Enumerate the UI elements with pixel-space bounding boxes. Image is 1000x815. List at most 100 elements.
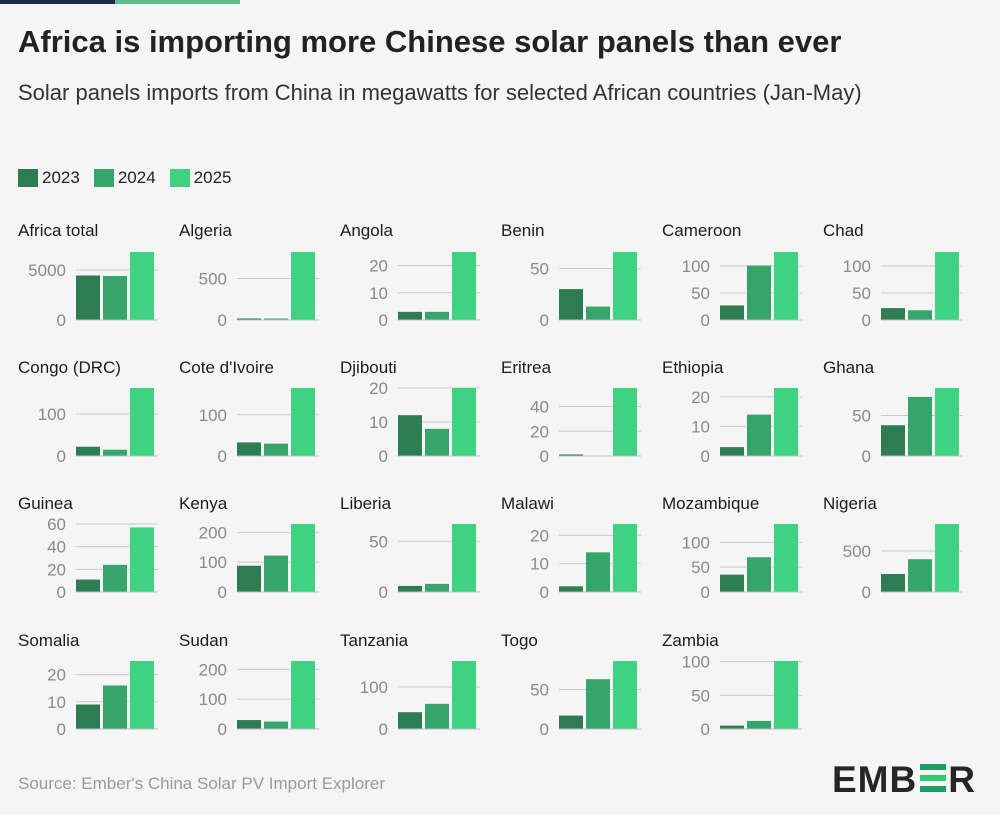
bar-togo-2025 <box>613 661 637 729</box>
tick-label-tanzania-0: 0 <box>379 720 388 739</box>
tick-label-cameroon-0: 0 <box>701 311 710 330</box>
tick-label-ghana-0: 0 <box>862 447 871 466</box>
tick-label-ghana-50: 50 <box>852 407 871 426</box>
panel-title-kenya: Kenya <box>179 494 228 513</box>
panel-title-malawi: Malawi <box>501 494 554 513</box>
bar-ghana-2024 <box>908 396 932 456</box>
tick-label-guinea-60: 60 <box>47 515 66 534</box>
bar-nigeria-2025 <box>935 524 959 592</box>
tick-label-malawi-0: 0 <box>540 583 549 602</box>
bar-angola-2023 <box>398 311 422 320</box>
bar-kenya-2023 <box>237 565 261 592</box>
legend-label-2024: 2024 <box>117 168 156 187</box>
bar-benin-2025 <box>613 252 637 320</box>
logo-bar-top <box>920 764 947 770</box>
bar-liberia-2025 <box>452 524 476 592</box>
panel-title-tanzania: Tanzania <box>340 631 409 650</box>
bar-tanzania-2024 <box>425 703 449 729</box>
tick-label-ethiopia-0: 0 <box>701 447 710 466</box>
bar-tanzania-2023 <box>398 712 422 729</box>
logo-bar-middle <box>920 775 947 781</box>
bar-kenya-2024 <box>264 555 288 592</box>
tick-label-djibouti-0: 0 <box>379 447 388 466</box>
tick-label-eritrea-20: 20 <box>530 422 549 441</box>
bar-ethiopia-2024 <box>747 414 771 456</box>
bar-congo-drc-2023 <box>76 446 100 456</box>
tick-label-mozambique-0: 0 <box>701 583 710 602</box>
bar-ghana-2023 <box>881 425 905 456</box>
panel-title-africa-total: Africa total <box>18 221 98 240</box>
bar-zambia-2025 <box>774 661 798 729</box>
tick-label-zambia-0: 0 <box>701 720 710 739</box>
tick-label-eritrea-0: 0 <box>540 447 549 466</box>
bar-togo-2023 <box>559 715 583 729</box>
legend-item-2024: 2024 <box>93 168 156 188</box>
tick-label-algeria-0: 0 <box>218 311 227 330</box>
tick-label-tanzania-100: 100 <box>360 678 388 697</box>
bar-somalia-2024 <box>103 685 127 729</box>
bar-chad-2023 <box>881 308 905 320</box>
panel-title-congo-drc: Congo (DRC) <box>18 358 121 377</box>
bar-mozambique-2023 <box>720 574 744 592</box>
legend: 2023 2024 2025 <box>18 168 231 188</box>
tick-label-algeria-500: 500 <box>199 270 227 289</box>
bar-togo-2024 <box>586 679 610 729</box>
bar-cameroon-2024 <box>747 265 771 320</box>
bar-sudan-2024 <box>264 721 288 729</box>
logo-text-left: EMB <box>832 759 918 800</box>
tick-label-zambia-100: 100 <box>682 653 710 672</box>
tick-label-sudan-0: 0 <box>218 720 227 739</box>
top-accent-segment-green <box>115 0 240 4</box>
tick-label-guinea-20: 20 <box>47 560 66 579</box>
tick-label-djibouti-10: 10 <box>369 413 388 432</box>
tick-label-benin-50: 50 <box>530 259 549 278</box>
panel-title-chad: Chad <box>823 221 864 240</box>
bar-benin-2023 <box>559 289 583 320</box>
bar-kenya-2025 <box>291 524 315 592</box>
bar-cameroon-2023 <box>720 305 744 320</box>
tick-label-africa-total-5000: 5000 <box>28 261 66 280</box>
bar-sudan-2025 <box>291 661 315 729</box>
panel-title-djibouti: Djibouti <box>340 358 397 377</box>
bar-tanzania-2025 <box>452 661 476 729</box>
tick-label-zambia-50: 50 <box>691 686 710 705</box>
legend-swatch-2023 <box>18 169 38 187</box>
bar-liberia-2024 <box>425 583 449 592</box>
tick-label-chad-0: 0 <box>862 311 871 330</box>
bar-somalia-2025 <box>130 661 154 729</box>
source-note: Source: Ember's China Solar PV Import Ex… <box>18 774 386 793</box>
logo-text-right: R <box>948 759 976 800</box>
bar-algeria-2025 <box>291 252 315 320</box>
legend-swatch-2025 <box>169 169 190 187</box>
tick-label-liberia-0: 0 <box>379 583 388 602</box>
bar-ethiopia-2023 <box>720 447 744 456</box>
bar-nigeria-2024 <box>908 559 932 592</box>
chart-subtitle: Solar panels imports from China in megaw… <box>18 80 862 105</box>
bar-zambia-2024 <box>747 720 771 729</box>
legend-item-2025: 2025 <box>169 168 231 188</box>
tick-label-chad-50: 50 <box>852 284 871 303</box>
bar-benin-2024 <box>586 306 610 320</box>
ember-logo: EMB R <box>832 759 976 801</box>
bar-ghana-2025 <box>935 388 959 456</box>
tick-label-chad-100: 100 <box>843 257 871 276</box>
top-accent-segment-dark <box>0 0 115 4</box>
bar-guinea-2023 <box>76 579 100 592</box>
bar-algeria-2023 <box>237 318 261 320</box>
bar-chad-2024 <box>908 310 932 320</box>
bar-nigeria-2023 <box>881 573 905 592</box>
chart-title: Africa is importing more Chinese solar p… <box>18 24 842 59</box>
panel-title-guinea: Guinea <box>18 494 73 513</box>
bar-cote-d-ivoire-2023 <box>237 442 261 456</box>
panel-title-eritrea: Eritrea <box>501 358 552 377</box>
bar-zambia-2023 <box>720 725 744 729</box>
tick-label-ethiopia-20: 20 <box>691 388 710 407</box>
panel-title-angola: Angola <box>340 221 393 240</box>
panel-title-ethiopia: Ethiopia <box>662 358 724 377</box>
bar-malawi-2023 <box>559 586 583 592</box>
panel-title-mozambique: Mozambique <box>662 494 759 513</box>
bar-cote-d-ivoire-2025 <box>291 388 315 456</box>
tick-label-liberia-50: 50 <box>369 532 388 551</box>
tick-label-guinea-40: 40 <box>47 538 66 557</box>
